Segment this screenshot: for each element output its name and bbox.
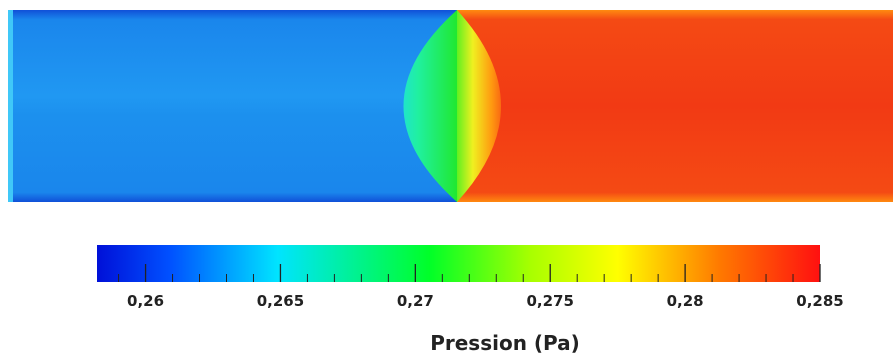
tick-label: 0,265 [257,292,304,310]
tick-label: 0,275 [526,292,573,310]
tick-label: 0,27 [397,292,434,310]
high-pressure-region [457,10,893,202]
colorbar-ticks: 0,26 0,265 0,27 0,275 0,28 0,285 [118,264,844,310]
pressure-field [8,10,893,202]
colorbar-title: Pression (Pa) [430,331,580,355]
low-pressure-region [8,10,460,202]
colorbar [97,245,820,282]
tick-label: 0,26 [127,292,164,310]
wave-front-right [457,10,501,202]
wave-front-left [403,10,457,202]
inlet-edge [8,10,13,202]
tick-label: 0,28 [667,292,704,310]
tick-label: 0,285 [796,292,843,310]
